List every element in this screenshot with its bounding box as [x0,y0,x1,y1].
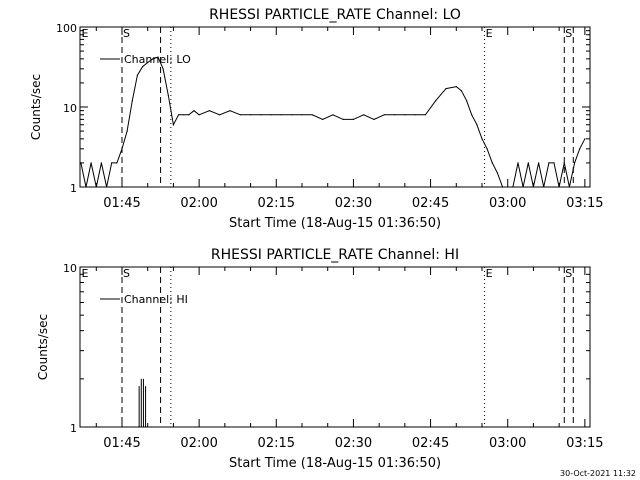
event-marker-label: E [82,27,89,40]
x-tick-label: 01:45 [103,436,140,451]
x-axis-label: Start Time (18-Aug-15 01:36:50) [229,456,441,471]
x-tick-label: 03:15 [566,196,603,211]
x-tick-label: 02:30 [335,436,372,451]
event-marker-label: S [565,27,572,40]
x-tick-label: 02:15 [258,436,295,451]
event-marker-label: E [486,267,493,280]
x-tick-label: 03:00 [489,196,526,211]
event-marker-label: E [486,27,493,40]
y-tick-label: 1 [70,422,77,435]
chart-panel-1: RHESSI PARTICLE_RATE Channel: HI Start Ti… [36,247,604,471]
chart-panel-0: RHESSI PARTICLE_RATE Channel: LO Start Ti… [29,7,604,231]
x-tick-label: 02:00 [180,436,217,451]
y-tick-label: 100 [56,22,77,35]
footer-timestamp: 30-Oct-2021 11:32 [560,469,636,478]
x-tick-label: 03:00 [489,436,526,451]
event-marker-label: E [82,267,89,280]
x-tick-label: 02:45 [412,196,449,211]
plot-frame [79,26,591,188]
y-tick-label: 1 [70,182,77,195]
x-axis-label: Start Time (18-Aug-15 01:36:50) [229,216,441,231]
y-axis-label: Counts/sec [29,74,43,140]
x-tick-label: 02:30 [335,196,372,211]
y-tick-label: 10 [63,102,77,115]
event-marker-label: S [123,267,130,280]
y-axis-label: Counts/sec [36,314,50,380]
event-marker-label: S [565,267,572,280]
y-tick-label: 10 [63,262,77,275]
chart-title: RHESSI PARTICLE_RATE Channel: LO [209,7,461,23]
x-tick-label: 03:15 [566,436,603,451]
legend-label: Channel: LO [124,53,191,66]
plot-frame [79,266,591,428]
x-tick-label: 01:45 [103,196,140,211]
x-tick-label: 02:45 [412,436,449,451]
chart-title: RHESSI PARTICLE_RATE Channel: HI [211,247,459,263]
event-marker-label: S [123,27,130,40]
series-line [80,56,586,188]
x-tick-label: 02:00 [180,196,217,211]
legend-label: Channel: HI [124,293,188,306]
x-tick-label: 02:15 [258,196,295,211]
